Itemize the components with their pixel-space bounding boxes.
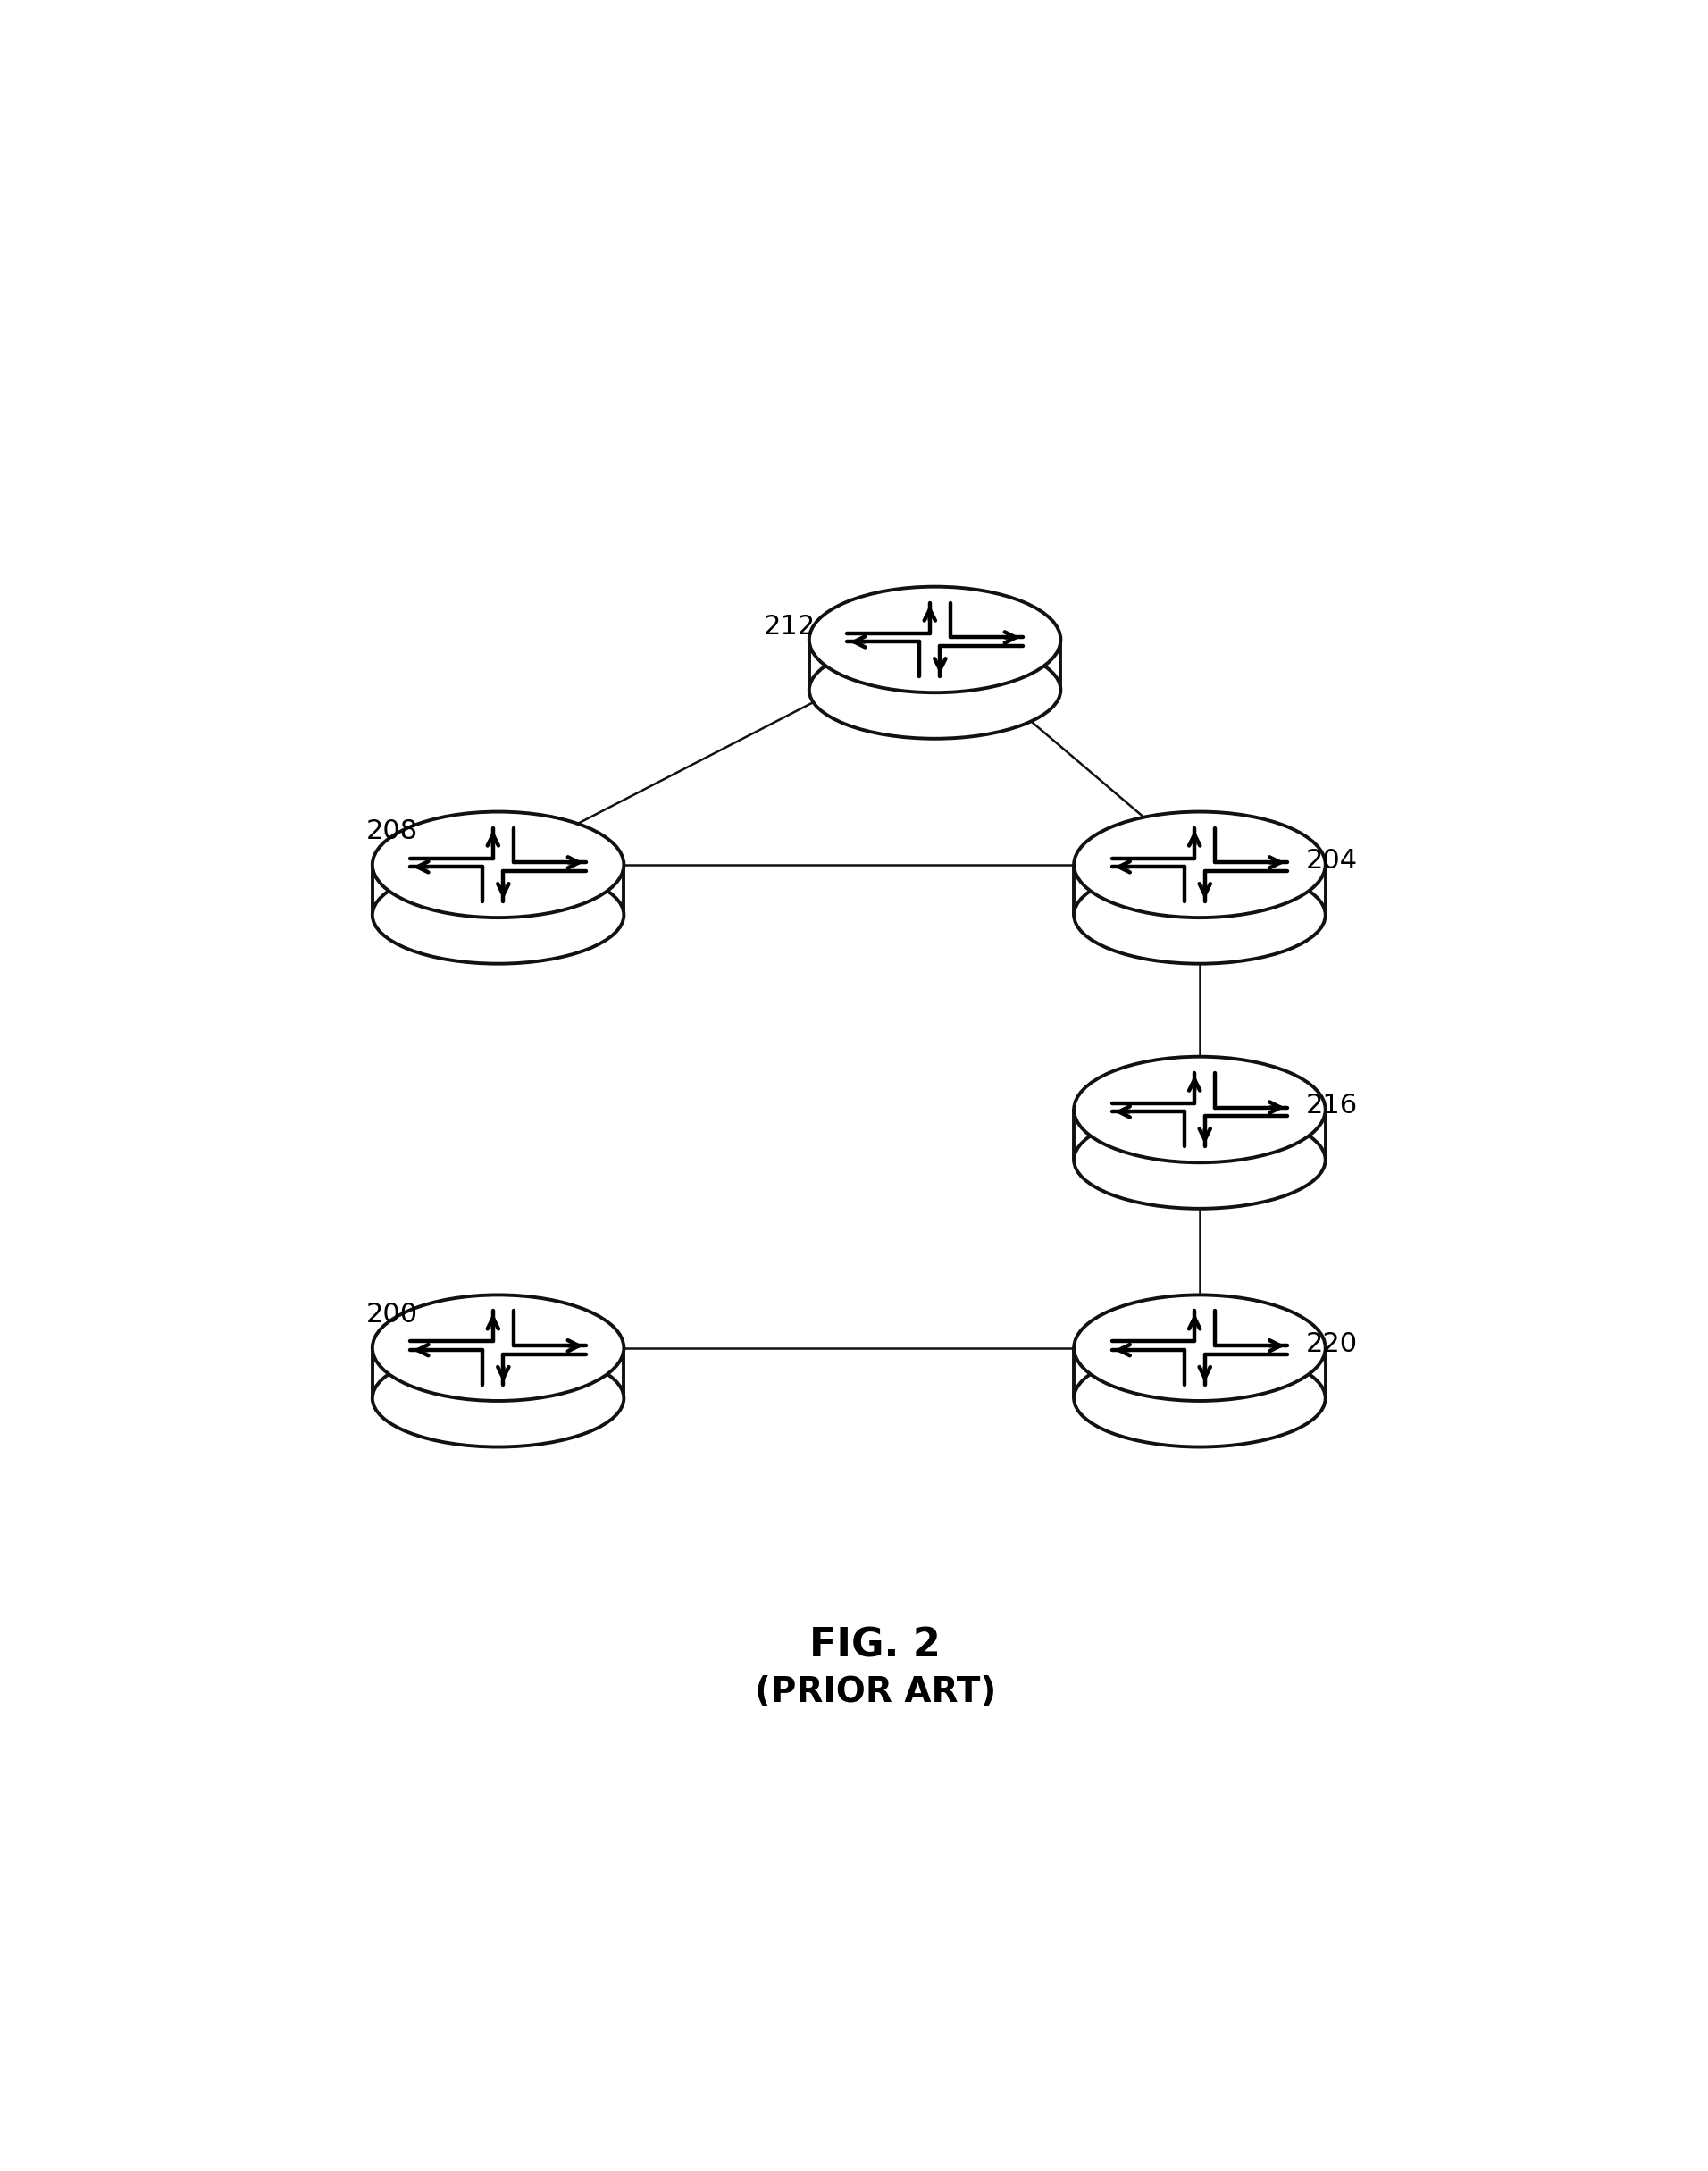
Text: 200: 200: [366, 1303, 418, 1329]
Text: FIG. 2: FIG. 2: [810, 1626, 941, 1665]
Ellipse shape: [810, 640, 1061, 738]
Text: 220: 220: [1307, 1331, 1358, 1357]
Polygon shape: [372, 864, 623, 914]
Polygon shape: [1074, 1109, 1325, 1159]
Text: (PRIOR ART): (PRIOR ART): [755, 1676, 996, 1709]
Ellipse shape: [810, 586, 1061, 693]
Polygon shape: [1074, 1348, 1325, 1398]
Text: 204: 204: [1307, 847, 1358, 873]
Ellipse shape: [1074, 866, 1325, 964]
Ellipse shape: [372, 1294, 623, 1400]
Text: 216: 216: [1307, 1092, 1358, 1118]
Ellipse shape: [1074, 1350, 1325, 1446]
Ellipse shape: [1074, 1057, 1325, 1161]
Ellipse shape: [372, 812, 623, 918]
Polygon shape: [1074, 864, 1325, 914]
Ellipse shape: [372, 1350, 623, 1446]
Polygon shape: [372, 1348, 623, 1398]
Ellipse shape: [1074, 812, 1325, 918]
Ellipse shape: [1074, 1294, 1325, 1400]
Text: 212: 212: [763, 614, 815, 638]
Ellipse shape: [372, 866, 623, 964]
Polygon shape: [810, 640, 1061, 690]
Text: 208: 208: [366, 818, 418, 845]
Ellipse shape: [1074, 1112, 1325, 1209]
